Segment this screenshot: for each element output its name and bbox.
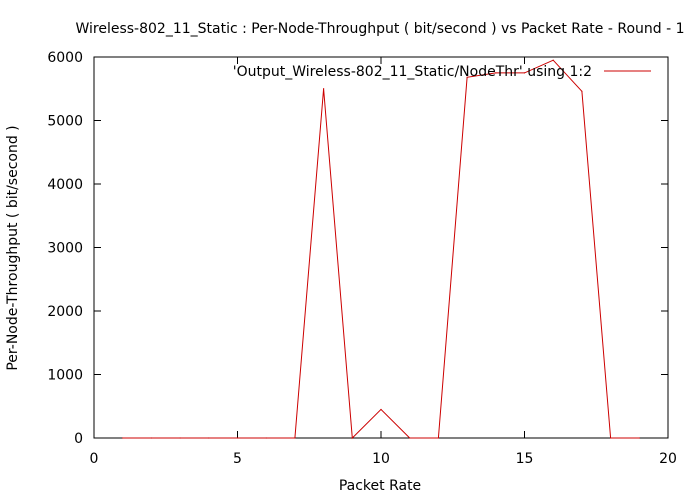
series-line (122, 59, 640, 440)
data-point (552, 59, 554, 61)
x-tick-label: 5 (233, 451, 242, 467)
x-axis-label: Packet Rate (339, 478, 421, 494)
data-point (380, 408, 382, 411)
data-point (437, 437, 439, 439)
chart-title: Wireless-802_11_Static : Per-Node-Throug… (75, 21, 684, 37)
y-axis: 0 1000 2000 3000 4000 5000 6000 (47, 50, 668, 447)
data-point (495, 72, 497, 74)
data-point (351, 437, 353, 439)
x-tick-label: 10 (372, 451, 390, 467)
x-tick-label: 0 (90, 451, 99, 467)
data-point (610, 437, 612, 439)
y-tick-label: 3000 (47, 241, 83, 257)
y-tick-label: 5000 (47, 114, 83, 130)
data-point (294, 437, 296, 439)
data-point (638, 437, 640, 439)
data-point (581, 90, 583, 92)
x-tick-label: 15 (516, 451, 534, 467)
data-point (409, 437, 411, 439)
y-tick-label: 0 (74, 431, 83, 447)
data-point (265, 437, 267, 439)
plot-frame (93, 56, 669, 439)
y-tick-label: 1000 (47, 368, 83, 384)
data-point (208, 437, 210, 439)
y-tick-label: 4000 (47, 177, 83, 193)
data-point (150, 437, 152, 439)
series-layer (122, 59, 640, 440)
x-tick-label: 20 (659, 451, 677, 467)
y-axis-label: Per-Node-Throughput ( bit/second ) (5, 125, 21, 370)
legend: 'Output_Wireless-802_11_Static/NodeThr' … (233, 64, 651, 80)
y-tick-label: 6000 (47, 50, 83, 66)
data-point (236, 437, 239, 439)
data-point (122, 437, 124, 439)
x-axis: 0 5 10 15 20 (90, 57, 677, 467)
data-point (323, 88, 325, 90)
y-tick-label: 2000 (47, 304, 83, 320)
legend-label: 'Output_Wireless-802_11_Static/NodeThr' … (233, 64, 592, 80)
data-point (523, 72, 526, 74)
data-point (466, 76, 468, 78)
data-point (179, 437, 181, 439)
